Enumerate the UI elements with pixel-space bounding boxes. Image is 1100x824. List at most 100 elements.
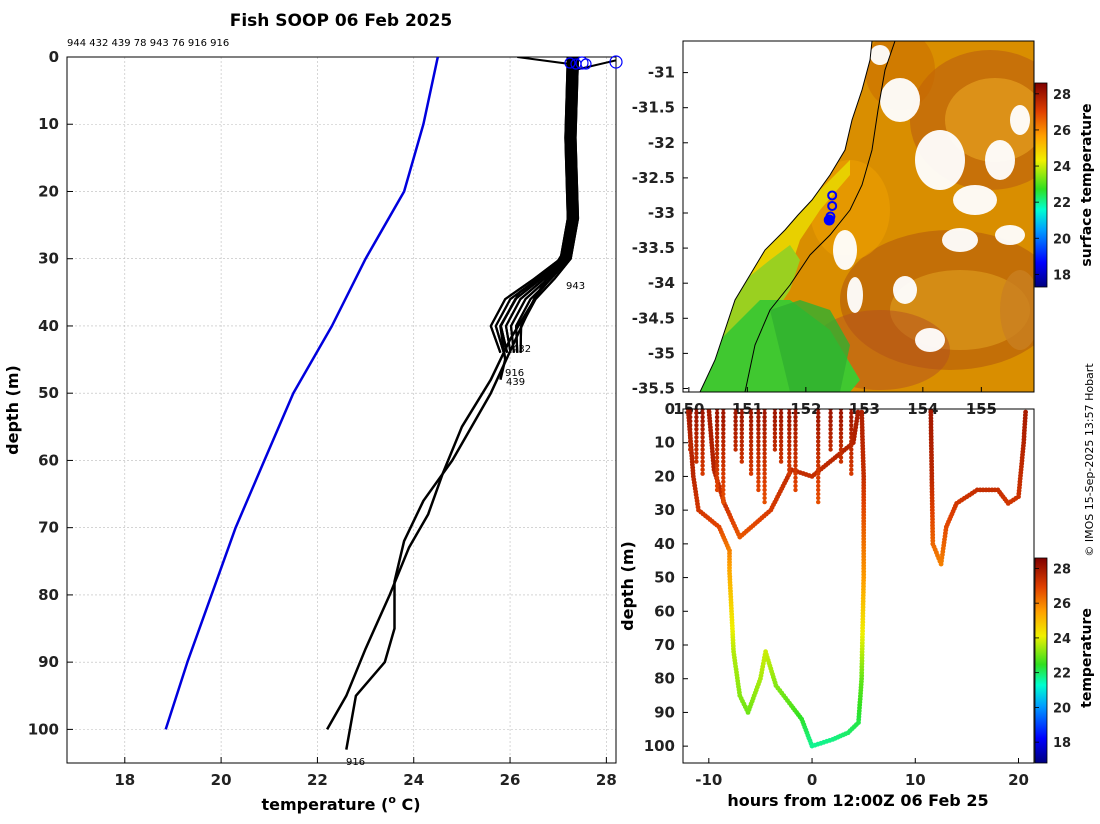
section-point xyxy=(688,409,693,412)
section-point xyxy=(1023,409,1028,415)
section-point xyxy=(748,447,754,452)
section-point xyxy=(733,423,738,428)
section-point xyxy=(787,455,792,460)
section-point xyxy=(714,475,720,480)
section-point xyxy=(762,409,767,412)
profile-x-tick-label: 18 xyxy=(114,771,135,789)
section-point xyxy=(838,447,844,452)
section-point xyxy=(772,414,778,420)
section-point xyxy=(721,410,726,416)
section-point xyxy=(748,471,754,476)
section-point xyxy=(756,443,761,448)
section-point xyxy=(748,463,754,468)
section-point xyxy=(700,447,705,452)
section-point xyxy=(739,443,744,448)
section-point xyxy=(756,479,761,484)
section-point xyxy=(838,423,844,428)
section-point xyxy=(688,431,693,436)
section-y-tick-label: 10 xyxy=(654,434,675,452)
section-point xyxy=(838,439,844,444)
section-point xyxy=(700,427,705,432)
section-point xyxy=(714,427,720,432)
section-point xyxy=(756,409,761,412)
section-point xyxy=(816,499,821,505)
section-point xyxy=(733,439,738,444)
map-y-tick-label: -31 xyxy=(648,64,675,82)
surface-marker xyxy=(575,56,589,70)
section-point xyxy=(828,410,833,416)
section-point xyxy=(739,410,744,416)
section-point xyxy=(778,431,784,436)
section-point xyxy=(721,499,726,505)
section-point xyxy=(700,471,705,476)
section-point xyxy=(828,427,833,432)
section-point xyxy=(762,491,767,497)
section-point xyxy=(793,435,798,440)
section-y-tick-label: 0 xyxy=(665,400,675,418)
section-point xyxy=(700,423,705,428)
section-y-tick-label: 30 xyxy=(654,501,675,519)
profile-y-tick-label: 40 xyxy=(38,317,59,335)
section-x-ticks: -10 0 10 20 xyxy=(695,758,1029,789)
section-point xyxy=(762,475,767,480)
section-point xyxy=(849,410,854,416)
profile-grid xyxy=(67,56,616,763)
map-colorbar-ticks: 28 26 24 22 20 18 xyxy=(1035,88,1071,283)
section-point xyxy=(816,471,821,476)
section-point xyxy=(778,409,784,412)
section-point xyxy=(828,409,833,412)
section-point xyxy=(756,418,761,424)
section-point xyxy=(778,439,784,444)
section-point xyxy=(714,459,720,464)
section-colorbar-tick-label: 28 xyxy=(1053,562,1071,577)
section-point xyxy=(733,414,738,420)
section-point xyxy=(828,431,833,436)
section-point xyxy=(816,423,821,428)
section-point xyxy=(739,459,744,464)
section-point xyxy=(793,471,798,476)
section-point xyxy=(762,423,767,428)
profile-y-tick-label: 70 xyxy=(38,519,59,537)
section-point xyxy=(816,495,821,501)
section-point xyxy=(762,451,767,456)
section-point xyxy=(828,418,833,424)
copyright: © IMOS 15-Sep-2025 13:57 Hobart xyxy=(1083,363,1096,557)
profile-line-bundle xyxy=(519,57,580,353)
profile-line-climatology xyxy=(164,57,440,730)
section-point xyxy=(700,439,705,444)
section-point xyxy=(787,439,792,444)
profile-y-tick-label: 90 xyxy=(38,653,59,671)
section-point xyxy=(733,431,738,436)
section-y-tick-label: 100 xyxy=(644,737,675,755)
section-point xyxy=(849,439,854,444)
section-point xyxy=(721,431,726,436)
section-point xyxy=(748,414,754,420)
section-point xyxy=(778,410,784,416)
map-station xyxy=(827,190,838,201)
section-point xyxy=(739,409,744,412)
section-point xyxy=(756,431,761,436)
section-point xyxy=(816,487,821,493)
section-point xyxy=(787,427,792,432)
section-axes-frame xyxy=(682,408,1035,764)
profile-x-ticks: 18 20 22 24 26 28 xyxy=(114,757,617,789)
section-point xyxy=(748,451,754,456)
section-point xyxy=(733,447,738,452)
section-point xyxy=(849,471,854,476)
section-point xyxy=(816,447,821,452)
section-point xyxy=(793,459,798,464)
section-point xyxy=(714,410,720,416)
section-point xyxy=(721,487,726,493)
profile-ylabel: depth (m) xyxy=(3,365,22,455)
section-y-tick-label: 70 xyxy=(654,636,675,654)
map-y-tick-label: -35 xyxy=(648,344,675,362)
section-point xyxy=(721,414,726,420)
section-point xyxy=(762,435,767,440)
xlabel-main: temperature ( xyxy=(261,795,388,814)
section-point xyxy=(756,455,761,460)
section-point xyxy=(787,414,792,420)
section-point xyxy=(838,451,844,456)
section-point xyxy=(816,491,821,497)
section-point xyxy=(714,414,720,420)
section-y-tick-label: 90 xyxy=(654,703,675,721)
